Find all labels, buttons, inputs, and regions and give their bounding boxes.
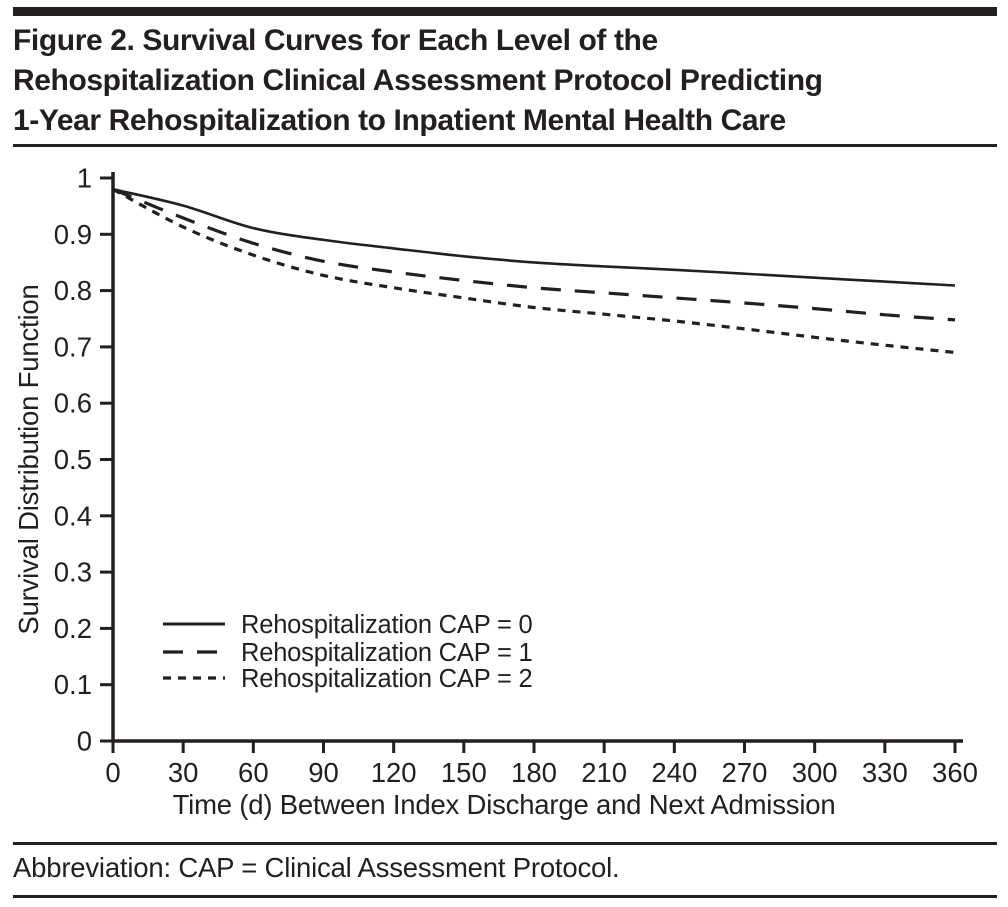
curve-cap-1 <box>112 187 956 322</box>
x-tick-label: 90 <box>308 757 339 788</box>
legend-label-cap-2: Rehospitalization CAP = 2 <box>241 665 533 693</box>
legend-label-cap-0: Rehospitalization CAP = 0 <box>241 611 533 639</box>
x-tick-label: 180 <box>511 757 557 788</box>
footnote-rule-top <box>13 842 997 845</box>
curve-cap-2 <box>112 187 956 355</box>
y-tick-label: 0.9 <box>54 219 92 250</box>
y-tick-label: 0.7 <box>54 331 92 362</box>
y-tick-label: 0.1 <box>54 669 92 700</box>
x-tick-label: 300 <box>792 757 838 788</box>
x-tick-label: 270 <box>722 757 768 788</box>
y-tick-label: 0.8 <box>54 275 92 306</box>
y-tick-label: 0.5 <box>54 444 92 475</box>
x-tick-label: 210 <box>581 757 627 788</box>
x-tick-label: 150 <box>441 757 487 788</box>
y-axis-title: Survival Distribution Function <box>13 284 44 634</box>
figure-title: Figure 2. Survival Curves for Each Level… <box>13 24 823 137</box>
curve-cap-0 <box>112 188 956 287</box>
x-tick-label: 240 <box>651 757 697 788</box>
footnote: Abbreviation: CAP = Clinical Assessment … <box>13 852 620 883</box>
x-tick-label: 120 <box>371 757 417 788</box>
survival-chart: 0 0.1 0.2 0.3 0.4 0.5 0.6 0.7 0.8 0.9 1 0 30 60 90 120 1… <box>0 150 1008 840</box>
y-tick-label: 0.4 <box>54 500 92 531</box>
legend-label-cap-1: Rehospitalization CAP = 1 <box>241 639 533 667</box>
x-tick-label: 0 <box>105 757 120 788</box>
x-axis-title: Time (d) Between Index Discharge and Nex… <box>173 789 836 820</box>
x-tick-label: 60 <box>238 757 269 788</box>
x-tick-label: 330 <box>862 757 908 788</box>
x-tick-label: 30 <box>168 757 199 788</box>
y-tick-label: 1 <box>77 163 92 194</box>
survival-chart-svg: 0 0.1 0.2 0.3 0.4 0.5 0.6 0.7 0.8 0.9 1 0 30 60 90 120 1… <box>13 163 978 821</box>
x-tick-label: 360 <box>932 757 978 788</box>
y-tick-label: 0.2 <box>54 613 92 644</box>
footnote-rule-bottom <box>13 895 997 898</box>
title-rule <box>13 144 997 147</box>
y-tick-label: 0 <box>77 726 92 757</box>
y-tick-label: 0.6 <box>54 388 92 419</box>
top-rule-thick <box>13 7 997 16</box>
y-tick-label: 0.3 <box>54 557 92 588</box>
